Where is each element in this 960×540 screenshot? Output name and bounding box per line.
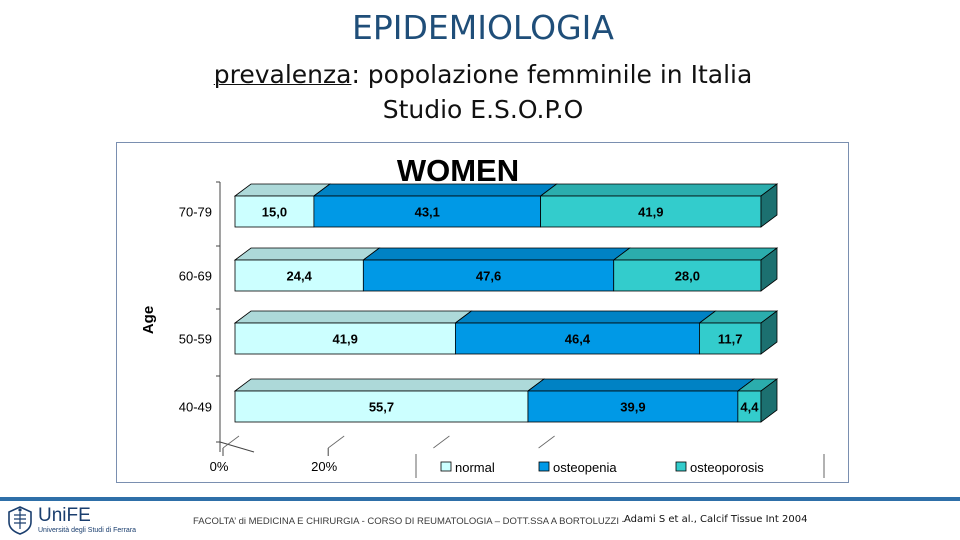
bar-value-label: 41,9 bbox=[638, 205, 663, 220]
bars: 15,0 43,1 41,9 24,4 47,6 28,0 41,9 46,4 11,7 55,7… bbox=[233, 183, 779, 423]
legend-swatch bbox=[440, 461, 452, 472]
bar-segment bbox=[313, 195, 542, 228]
bar-side-face bbox=[760, 310, 778, 355]
y-tick-label: 60-69 bbox=[179, 269, 212, 284]
bar-segment bbox=[613, 259, 762, 292]
footer-course: FACOLTA’ di MEDICINA E CHIRURGIA - CORSO… bbox=[193, 516, 625, 527]
footer-reference: Adami S et al., Calcif Tissue Int 2004 bbox=[624, 514, 808, 525]
bar-top-face bbox=[526, 378, 756, 392]
legend-label: normal bbox=[455, 460, 495, 475]
y-tick-label: 70-79 bbox=[179, 205, 212, 220]
bar-top-face bbox=[362, 247, 631, 261]
bar-value-label: 24,4 bbox=[287, 269, 313, 284]
x-axis-floor bbox=[219, 441, 255, 453]
bar-top-face bbox=[312, 183, 558, 197]
bar-top-face bbox=[454, 310, 717, 324]
university-seal-icon bbox=[8, 506, 32, 535]
bar-value-label: 28,0 bbox=[675, 269, 700, 284]
bar-top-face bbox=[539, 183, 779, 197]
bar-segment bbox=[234, 322, 456, 355]
floor-grid-line bbox=[327, 435, 345, 449]
chart-title: WOMEN bbox=[397, 153, 519, 188]
y-tick-label: 50-59 bbox=[179, 332, 212, 347]
subtitle-study: Studio E.S.O.P.O bbox=[382, 95, 584, 124]
bar-top-face bbox=[233, 247, 381, 261]
footer-divider bbox=[0, 497, 960, 501]
legend-swatch bbox=[675, 461, 687, 472]
bar-side-face bbox=[760, 183, 778, 228]
bar-side-face bbox=[760, 247, 778, 292]
logo-name: UniFE bbox=[38, 505, 91, 526]
bar-segment bbox=[540, 195, 762, 228]
y-axis: 70-79 60-69 50-59 40-49 bbox=[179, 181, 221, 452]
floor-grid-line bbox=[538, 435, 555, 449]
bar-side-face bbox=[760, 378, 778, 423]
bar-value-label: 4,4 bbox=[740, 400, 759, 415]
bar-top-face bbox=[612, 247, 779, 261]
bar-value-label: 15,0 bbox=[262, 205, 287, 220]
slide-title: EPIDEMIOLOGIA bbox=[352, 8, 614, 47]
bar-top-face bbox=[233, 378, 546, 392]
legend-swatch bbox=[538, 461, 550, 472]
legend-label: osteoporosis bbox=[690, 460, 764, 475]
bar-value-label: 43,1 bbox=[415, 205, 440, 220]
x-tick-label: 0% bbox=[210, 459, 229, 474]
legend-label: osteopenia bbox=[553, 460, 617, 475]
bar-segment bbox=[699, 322, 762, 355]
bar-segment bbox=[234, 259, 364, 292]
floor-grid-line bbox=[433, 435, 450, 449]
bar-segment bbox=[362, 259, 615, 292]
x-axis-ticks: 0% 20% bbox=[210, 435, 555, 474]
bar-value-label: 11,7 bbox=[718, 332, 743, 347]
subtitle-keyword: prevalenza bbox=[213, 60, 352, 89]
bar-segment bbox=[454, 322, 700, 355]
floor-grid-line bbox=[222, 435, 240, 449]
logo-subtitle: Università degli Studi di Ferrara bbox=[38, 527, 137, 534]
subtitle-text: : popolazione femminile in Italia bbox=[351, 60, 753, 89]
bar-value-label: 47,6 bbox=[476, 269, 501, 284]
y-tick-label: 40-49 bbox=[179, 400, 212, 415]
legend: normal osteopenia osteoporosis bbox=[415, 454, 825, 478]
bar-value-label: 41,9 bbox=[333, 332, 358, 347]
unife-logo: UniFE Università degli Studi di Ferrara bbox=[6, 505, 156, 537]
bar-value-label: 46,4 bbox=[565, 332, 591, 347]
bar-segment bbox=[234, 390, 529, 423]
bar-value-label: 39,9 bbox=[620, 400, 645, 415]
bar-segment bbox=[527, 390, 739, 423]
prevalence-chart: WOMEN Age 70-79 60-69 50-59 40-49 15,0 43,1 4… bbox=[116, 142, 849, 483]
x-tick-label: 20% bbox=[311, 459, 337, 474]
bar-value-label: 55,7 bbox=[369, 400, 394, 415]
y-axis-label: Age bbox=[140, 306, 157, 334]
bar-top-face bbox=[233, 310, 473, 324]
slide-subtitle: prevalenza: popolazione femminile in Ita… bbox=[0, 57, 960, 127]
